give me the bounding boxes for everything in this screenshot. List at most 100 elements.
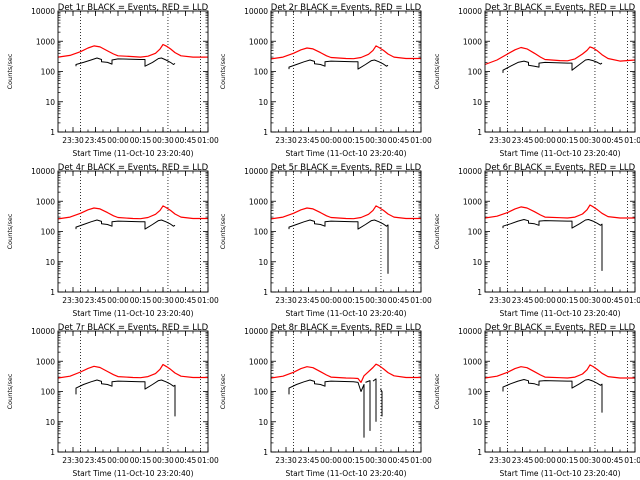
x-tick-label: 00:00 xyxy=(534,456,556,465)
events-series-line xyxy=(75,379,176,417)
x-axis-label: Start Time (11-Oct-10 23:20:40) xyxy=(72,149,193,158)
y-tick-label: 10 xyxy=(45,418,55,427)
y-tick-label: 10 xyxy=(258,98,268,107)
plot-frame xyxy=(57,10,209,133)
y-tick-label: 1000 xyxy=(36,357,55,366)
x-tick-label: 00:45 xyxy=(388,136,410,145)
y-tick-label: 1 xyxy=(477,288,482,297)
y-tick-label: 1 xyxy=(477,448,482,457)
chart-title: Det 4r BLACK = Events, RED = LLD xyxy=(58,163,209,173)
x-tick-label: 23:30 xyxy=(489,136,511,145)
y-tick-label: 1 xyxy=(50,128,55,137)
x-tick-label: 00:00 xyxy=(534,296,556,305)
x-tick-label: 00:30 xyxy=(579,456,601,465)
x-axis-label: Start Time (11-Oct-10 23:20:40) xyxy=(285,469,406,478)
x-tick-label: 23:45 xyxy=(512,136,534,145)
events-series-line xyxy=(502,379,603,413)
x-tick-label: 00:00 xyxy=(107,136,129,145)
y-tick-label: 1000 xyxy=(249,37,268,46)
plot-frame xyxy=(270,330,422,453)
y-axis-label: Counts/sec xyxy=(433,53,441,89)
x-axis-label: Start Time (11-Oct-10 23:20:40) xyxy=(72,309,193,318)
x-tick-label: 01:00 xyxy=(197,136,219,145)
lld-series-line xyxy=(270,45,421,60)
lld-series-line xyxy=(270,205,421,220)
x-tick-label: 23:45 xyxy=(512,456,534,465)
events-series-line xyxy=(380,388,383,417)
x-tick-label: 00:00 xyxy=(320,456,342,465)
y-tick-label: 100 xyxy=(41,228,56,237)
lld-series-line xyxy=(57,363,208,379)
chart-title: Det 7r BLACK = Events, RED = LLD xyxy=(58,323,209,333)
y-tick-label: 100 xyxy=(41,388,56,397)
x-tick-label: 00:15 xyxy=(130,136,152,145)
y-tick-label: 10000 xyxy=(31,7,55,16)
y-tick-label: 1000 xyxy=(249,357,268,366)
x-axis-label: Start Time (11-Oct-10 23:20:40) xyxy=(285,309,406,318)
x-tick-label: 00:45 xyxy=(175,136,197,145)
chart-panel-1: Det 1r BLACK = Events, RED = LLD Counts/s… xyxy=(6,3,219,158)
x-tick-label: 00:30 xyxy=(365,296,387,305)
chart-title: Det 3r BLACK = Events, RED = LLD xyxy=(485,3,636,13)
x-tick-label: 23:45 xyxy=(298,136,320,145)
chart-panel-6: Det 6r BLACK = Events, RED = LLD Counts/s… xyxy=(433,163,640,318)
y-tick-label: 1000 xyxy=(36,37,55,46)
events-series-line xyxy=(372,378,377,422)
x-tick-label: 00:30 xyxy=(152,136,174,145)
x-tick-label: 01:00 xyxy=(197,456,219,465)
x-tick-label: 23:30 xyxy=(62,136,84,145)
y-tick-label: 10 xyxy=(258,418,268,427)
x-tick-label: 00:15 xyxy=(343,296,365,305)
chart-panel-5: Det 5r BLACK = Events, RED = LLD Counts/s… xyxy=(219,163,432,318)
events-series-line xyxy=(288,379,365,438)
x-tick-label: 01:00 xyxy=(624,456,640,465)
y-tick-label: 10000 xyxy=(458,167,482,176)
y-tick-label: 1000 xyxy=(249,197,268,206)
y-tick-label: 100 xyxy=(254,228,269,237)
x-tick-label: 00:15 xyxy=(557,296,579,305)
plot-frame xyxy=(57,330,209,453)
chart-title: Det 6r BLACK = Events, RED = LLD xyxy=(485,163,636,173)
y-tick-label: 1 xyxy=(263,448,268,457)
chart-panel-3: Det 3r BLACK = Events, RED = LLD Counts/s… xyxy=(433,3,640,158)
y-tick-label: 1000 xyxy=(36,197,55,206)
y-axis-label: Counts/sec xyxy=(219,213,227,249)
x-tick-label: 00:45 xyxy=(602,456,624,465)
x-tick-label: 23:45 xyxy=(298,456,320,465)
x-tick-label: 00:45 xyxy=(175,296,197,305)
x-tick-label: 23:45 xyxy=(85,136,107,145)
y-axis-label: Counts/sec xyxy=(433,373,441,409)
events-series-line xyxy=(75,57,176,67)
x-tick-label: 00:30 xyxy=(579,136,601,145)
y-tick-label: 10 xyxy=(45,258,55,267)
y-tick-label: 1 xyxy=(50,448,55,457)
x-tick-label: 01:00 xyxy=(624,296,640,305)
plot-frame xyxy=(484,170,636,293)
y-tick-label: 10 xyxy=(45,98,55,107)
y-tick-label: 100 xyxy=(468,228,483,237)
x-tick-label: 00:00 xyxy=(107,296,129,305)
x-tick-label: 23:30 xyxy=(275,296,297,305)
x-tick-label: 00:00 xyxy=(320,296,342,305)
chart-panel-9: Det 9r BLACK = Events, RED = LLD Counts/s… xyxy=(433,323,640,478)
y-tick-label: 10 xyxy=(472,418,482,427)
x-axis-label: Start Time (11-Oct-10 23:20:40) xyxy=(499,469,620,478)
x-tick-label: 00:30 xyxy=(579,296,601,305)
y-tick-label: 10000 xyxy=(244,7,268,16)
y-tick-label: 100 xyxy=(254,68,269,77)
x-tick-label: 23:30 xyxy=(275,456,297,465)
events-series-line xyxy=(502,59,603,73)
x-tick-label: 23:30 xyxy=(62,296,84,305)
x-tick-label: 01:00 xyxy=(624,136,640,145)
y-axis-label: Counts/sec xyxy=(6,373,14,409)
chart-title: Det 9r BLACK = Events, RED = LLD xyxy=(485,323,636,333)
y-axis-label: Counts/sec xyxy=(6,53,14,89)
y-tick-label: 10000 xyxy=(31,327,55,336)
events-series-line xyxy=(502,219,603,271)
x-axis-label: Start Time (11-Oct-10 23:20:40) xyxy=(499,309,620,318)
x-tick-label: 00:30 xyxy=(365,136,387,145)
y-tick-label: 1 xyxy=(477,128,482,137)
x-tick-label: 01:00 xyxy=(410,296,432,305)
events-series-line xyxy=(75,219,176,230)
